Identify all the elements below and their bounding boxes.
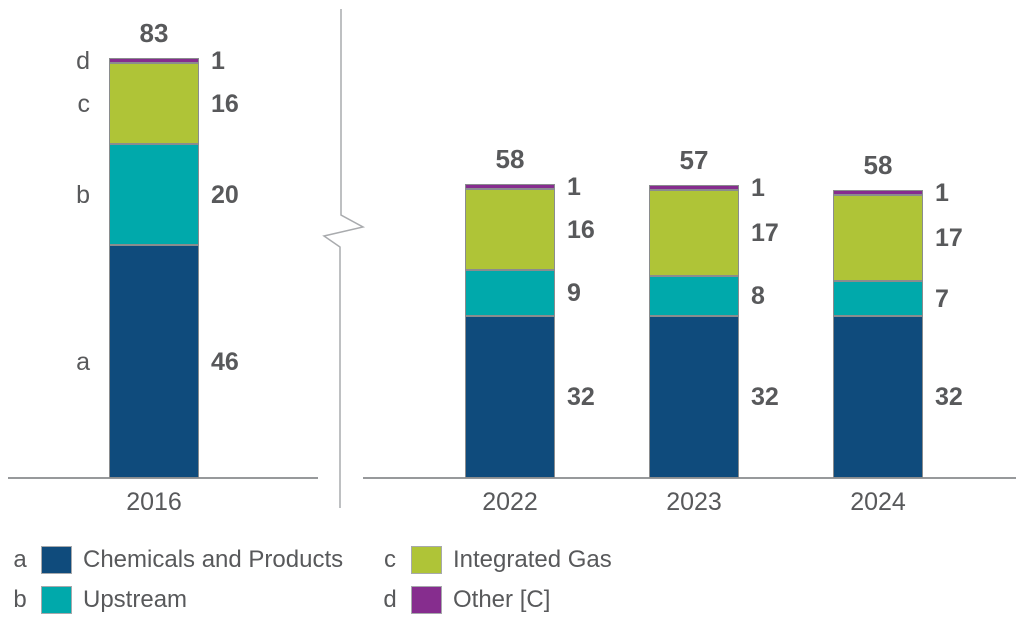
segment-value-label-2023-c: 17 [751, 219, 779, 247]
segment-letter-label-c: c [77, 89, 91, 118]
legend-label: Integrated Gas [453, 546, 612, 573]
bar-segment-2024-d [833, 190, 923, 195]
segment-value-label-2023-d: 1 [751, 173, 765, 202]
segment-value-label-2016-c: 16 [211, 89, 239, 118]
segment-value-label-2024-c: 17 [935, 224, 963, 252]
x-axis-label-2016: 2016 [126, 488, 182, 516]
segment-value-label-2022-a: 32 [567, 383, 595, 411]
bar-segment-2022-d [465, 184, 555, 189]
segment-value-label-2023-b: 8 [751, 282, 765, 310]
legend-label: Chemicals and Products [83, 546, 344, 573]
bar-segment-2016-b [109, 144, 199, 245]
segment-value-label-2016-d: 1 [211, 46, 225, 75]
bar-total-label-2022: 58 [495, 144, 525, 174]
x-axis-label-2024: 2024 [850, 488, 906, 516]
segment-letter-label-b: b [76, 180, 90, 209]
segment-value-label-2016-a: 46 [211, 347, 239, 376]
x-axis-label-2022: 2022 [482, 488, 538, 516]
segment-letter-label-d: d [76, 46, 90, 75]
segment-value-label-2024-b: 7 [935, 284, 949, 313]
bar-segment-2023-b [649, 276, 739, 316]
bar-total-label-2024: 58 [863, 150, 893, 180]
bar-segment-2024-c [833, 195, 923, 281]
legend-letter: c [384, 546, 396, 573]
bar-segment-2016-c [109, 63, 199, 144]
bar-segment-2022-c [465, 189, 555, 270]
legend-label: Upstream [83, 586, 188, 613]
segment-value-label-2022-d: 1 [567, 172, 581, 201]
segment-value-label-2022-b: 9 [567, 279, 581, 307]
legend-letter: d [383, 586, 397, 613]
legend-swatch [411, 586, 442, 614]
bar-segment-2022-a [465, 316, 555, 478]
bar-segment-2016-d [109, 58, 199, 63]
segment-value-label-2016-b: 20 [211, 180, 239, 209]
legend-swatch [411, 546, 442, 574]
bar-segment-2022-b [465, 270, 555, 316]
bar-segment-2023-a [649, 316, 739, 478]
segment-value-label-2022-c: 16 [567, 215, 595, 244]
segment-letter-label-a: a [76, 347, 90, 376]
legend-item-c: c Integrated Gas [378, 544, 612, 576]
bar-segment-2024-b [833, 281, 923, 316]
legend-label: Other [C] [453, 586, 551, 613]
legend-swatch [41, 546, 72, 574]
legend-item-a: a Chemicals and Products [8, 544, 343, 576]
segment-value-label-2024-a: 32 [935, 383, 963, 411]
legend-item-b: b Upstream [8, 584, 187, 616]
bar-segment-2024-a [833, 316, 923, 478]
bar-total-label-2016: 83 [139, 18, 169, 48]
legend-swatch [41, 586, 72, 614]
x-axis-line-right-panel [363, 477, 1016, 479]
legend-item-d: d Other [C] [378, 584, 550, 616]
legend-letter: b [13, 586, 27, 613]
bar-total-label-2023: 57 [679, 145, 709, 175]
segment-value-label-2024-d: 1 [935, 178, 949, 207]
x-axis-label-2023: 2023 [666, 488, 722, 516]
bar-segment-2023-c [649, 190, 739, 276]
legend-letter: a [13, 546, 27, 573]
bar-segment-2016-a [109, 245, 199, 478]
x-axis-line-left-panel [8, 477, 318, 479]
bar-segment-2023-d [649, 185, 739, 190]
segment-value-label-2023-a: 32 [751, 383, 779, 411]
